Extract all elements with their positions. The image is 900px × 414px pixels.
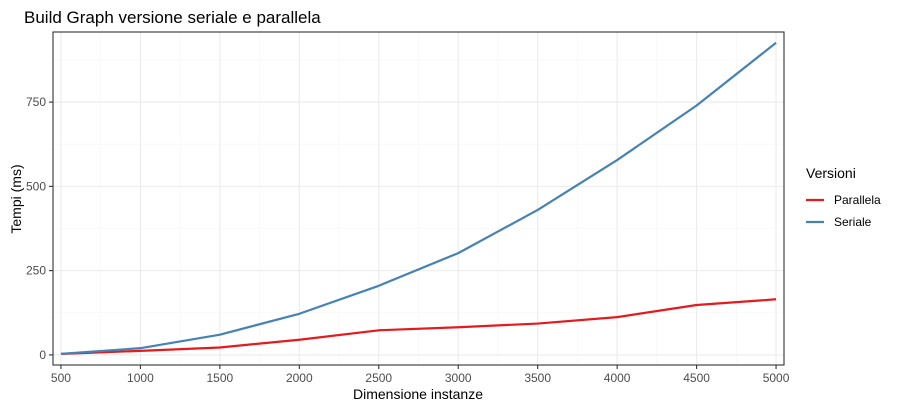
plot-panel: 500 1000 1500 2000 2500 3000 3500 4000 4500 5000 0…: [26, 31, 790, 385]
x-tick-label: 3500: [524, 371, 551, 385]
legend-label-parallela: Parallela: [834, 193, 881, 207]
x-tick-label: 500: [51, 371, 71, 385]
x-tick-label: 2000: [286, 371, 313, 385]
series-line-parallela: [60, 298, 777, 355]
y-tick-label: 500: [26, 179, 46, 193]
legend: Versioni Parallela Seriale: [806, 165, 881, 229]
x-tick-label: 1000: [127, 371, 154, 385]
x-tick-label: 5000: [763, 371, 790, 385]
y-tick-label: 250: [26, 264, 46, 278]
y-tick-label: 0: [39, 348, 46, 362]
x-tick-label: 4000: [604, 371, 631, 385]
legend-title: Versioni: [806, 165, 856, 181]
y-tick-label: 750: [26, 95, 46, 109]
x-tick-label: 3000: [445, 371, 472, 385]
legend-label-seriale: Seriale: [834, 215, 872, 229]
y-axis-title: Tempi (ms): [8, 164, 24, 233]
chart-title: Build Graph versione seriale e parallela: [24, 8, 321, 27]
x-tick-label: 1500: [207, 371, 234, 385]
x-axis-title: Dimensione instanze: [353, 386, 483, 402]
series-line-seriale: [60, 41, 777, 355]
plot-border: [52, 31, 785, 366]
x-tick-label: 4500: [683, 371, 710, 385]
x-tick-label: 2500: [365, 371, 392, 385]
